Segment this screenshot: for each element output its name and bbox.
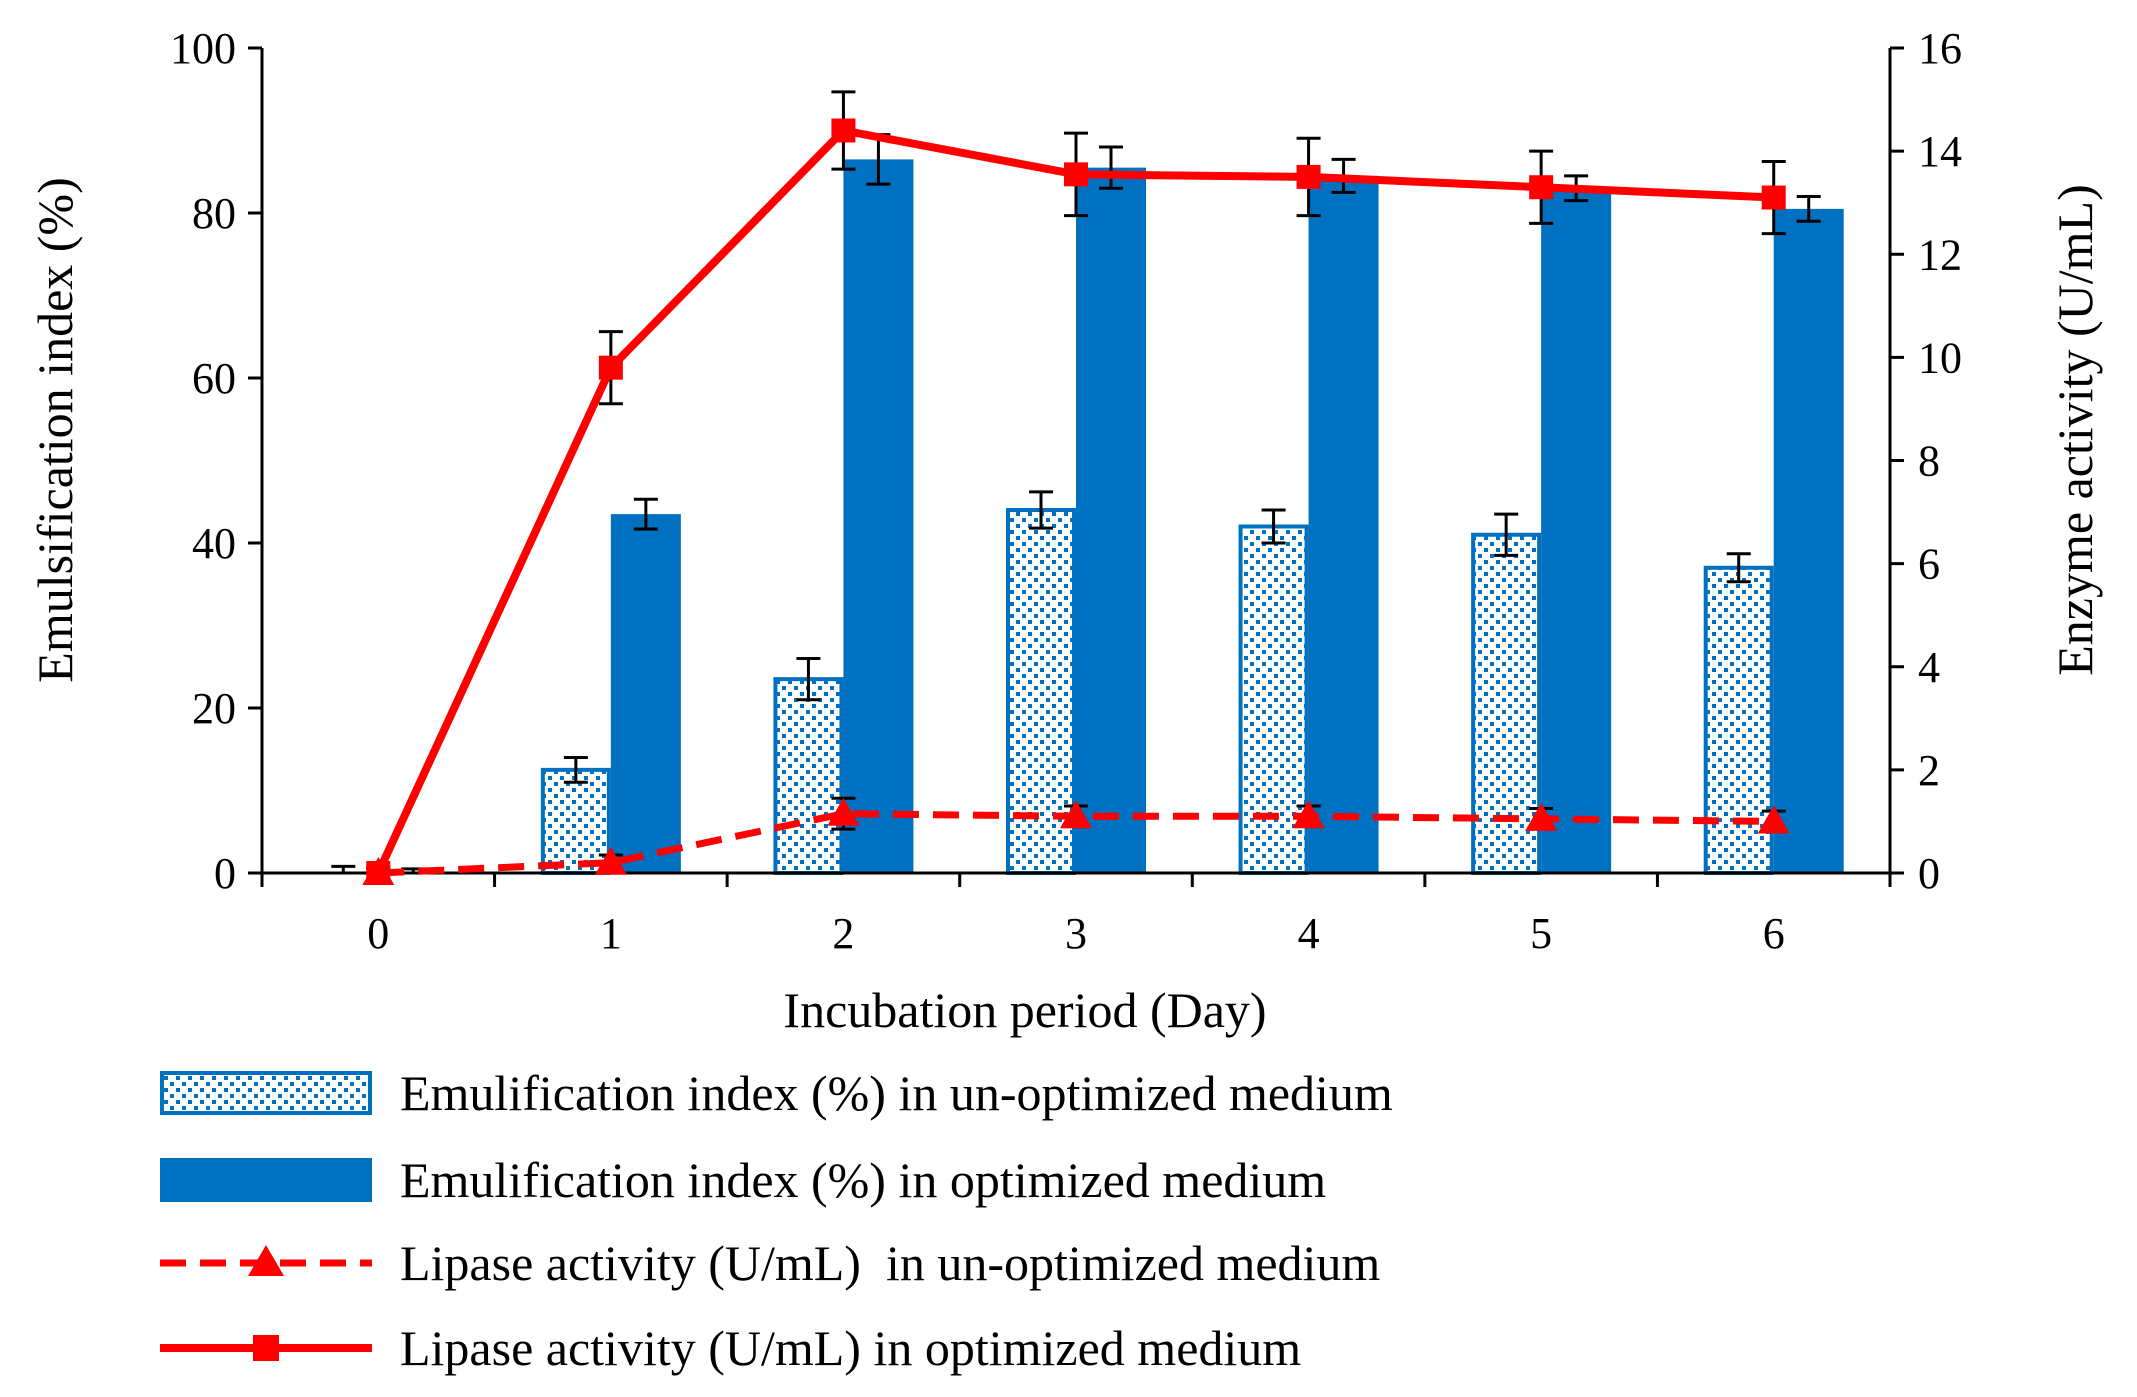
marker-optimized-day-1 (598, 355, 623, 380)
legend-label: Lipase activity (U/mL) in un-optimized m… (400, 1235, 1380, 1291)
x-tick-label: 3 (1065, 909, 1087, 958)
marker-unoptimized-day-4 (1292, 800, 1325, 829)
legend: Emulification index (%) in un-optimized … (160, 1065, 1393, 1376)
y-right-tick-label: 0 (1918, 849, 1940, 898)
errorbar-unoptimized-day-3 (1029, 490, 1053, 530)
legend-label: Lipase activity (U/mL) in optimized medi… (400, 1320, 1301, 1376)
legend-swatch-triangle-marker (248, 1245, 284, 1276)
x-tick-label: 6 (1763, 909, 1785, 958)
errorbar-unoptimized-day-5 (1494, 512, 1519, 557)
marker-unoptimized-day-1 (594, 846, 627, 875)
bar-optimized-day-6 (1773, 208, 1844, 873)
y-right-tick-label: 4 (1918, 643, 1940, 692)
y-right-tick-label: 2 (1918, 746, 1940, 795)
y-right-tick-label: 6 (1918, 540, 1940, 589)
y-right-tick-label: 16 (1918, 24, 1962, 73)
bars-layer (331, 133, 1844, 875)
marker-optimized-day-6 (1761, 185, 1786, 210)
bar-optimized-day-3 (1076, 167, 1146, 873)
bar-optimized-day-1 (610, 514, 681, 873)
y-left-tick-label: 60 (192, 354, 236, 403)
bar-optimized-day-5 (1541, 188, 1612, 873)
marker-unoptimized-day-3 (1060, 800, 1092, 829)
x-tick-label: 1 (600, 909, 622, 958)
y-left-tick-label: 0 (214, 849, 236, 898)
errorbar-optimized-day-1 (633, 497, 658, 531)
legend-swatch-square-marker (253, 1335, 279, 1361)
y-axis-left-title: Emulsification index (%) (27, 177, 83, 682)
y-left-tick-label: 40 (192, 519, 236, 568)
marker-optimized-day-3 (1064, 162, 1088, 187)
legend-swatch-optimized-bar (160, 1158, 372, 1202)
marker-optimized-day-4 (1296, 164, 1321, 189)
legend-label: Emulification index (%) in optimized med… (400, 1152, 1326, 1208)
errorbar-unoptimized-day-4 (1261, 508, 1286, 545)
marker-unoptimized-day-6 (1757, 805, 1790, 834)
bar-optimized-day-2 (843, 159, 914, 873)
y-left-tick-label: 80 (192, 189, 236, 238)
bar-unoptimized-day-1 (540, 767, 611, 875)
y-left-tick-label: 20 (192, 684, 236, 733)
errorbar-optimized-day-6 (1796, 195, 1821, 223)
bar-unoptimized-day-2 (773, 677, 844, 875)
x-tick-label: 0 (367, 909, 389, 958)
x-tick-label: 5 (1530, 909, 1552, 958)
y-axis-right-title: Enzyme activity (U/mL) (2047, 184, 2103, 676)
errorbar-optimized-day-3 (1099, 145, 1123, 190)
axis-titles-layer: Incubation period (Day) Emulsification i… (27, 177, 2103, 1038)
legend-swatch-unoptimized-bar (160, 1071, 372, 1115)
errorbar-unoptimized-day-1 (563, 756, 588, 784)
y-right-tick-label: 10 (1918, 333, 1962, 382)
bar-optimized-day-4 (1308, 175, 1379, 873)
y-right-tick-label: 14 (1918, 127, 1962, 176)
bar-unoptimized-day-5 (1471, 532, 1542, 875)
x-tick-label: 2 (832, 909, 854, 958)
y-right-tick-label: 12 (1918, 230, 1962, 279)
marker-optimized-day-5 (1529, 175, 1554, 200)
legend-label: Emulification index (%) in un-optimized … (400, 1065, 1393, 1121)
lines-layer (362, 90, 1790, 885)
x-axis-title: Incubation period (Day) (783, 982, 1266, 1038)
y-right-tick-label: 8 (1918, 437, 1940, 486)
marker-optimized-day-2 (831, 118, 856, 143)
bar-unoptimized-day-4 (1238, 524, 1309, 875)
axes-layer (248, 46, 1904, 887)
marker-unoptimized-day-5 (1525, 802, 1558, 831)
x-tick-label: 4 (1298, 909, 1320, 958)
marker-optimized-day-0 (366, 861, 391, 885)
errorbar-unoptimized-day-6 (1726, 552, 1751, 584)
marker-unoptimized-day-2 (827, 797, 860, 826)
errorbar-unoptimized-day-2 (796, 657, 821, 702)
y-left-tick-label: 100 (170, 24, 236, 73)
